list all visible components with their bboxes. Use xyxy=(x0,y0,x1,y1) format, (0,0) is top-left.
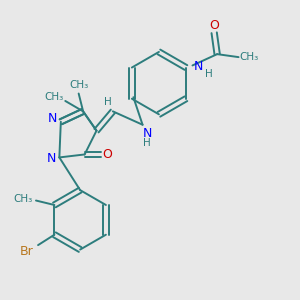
Text: H: H xyxy=(143,138,151,148)
Text: H: H xyxy=(205,69,213,79)
Text: CH₃: CH₃ xyxy=(239,52,259,62)
Text: CH₃: CH₃ xyxy=(14,194,33,204)
Text: N: N xyxy=(48,112,57,125)
Text: N: N xyxy=(142,127,152,140)
Text: O: O xyxy=(209,19,219,32)
Text: O: O xyxy=(103,148,112,161)
Text: Br: Br xyxy=(19,244,33,258)
Text: H: H xyxy=(103,97,111,107)
Text: N: N xyxy=(194,59,203,73)
Text: CH₃: CH₃ xyxy=(69,80,88,90)
Text: CH₃: CH₃ xyxy=(44,92,64,102)
Text: N: N xyxy=(46,152,56,165)
